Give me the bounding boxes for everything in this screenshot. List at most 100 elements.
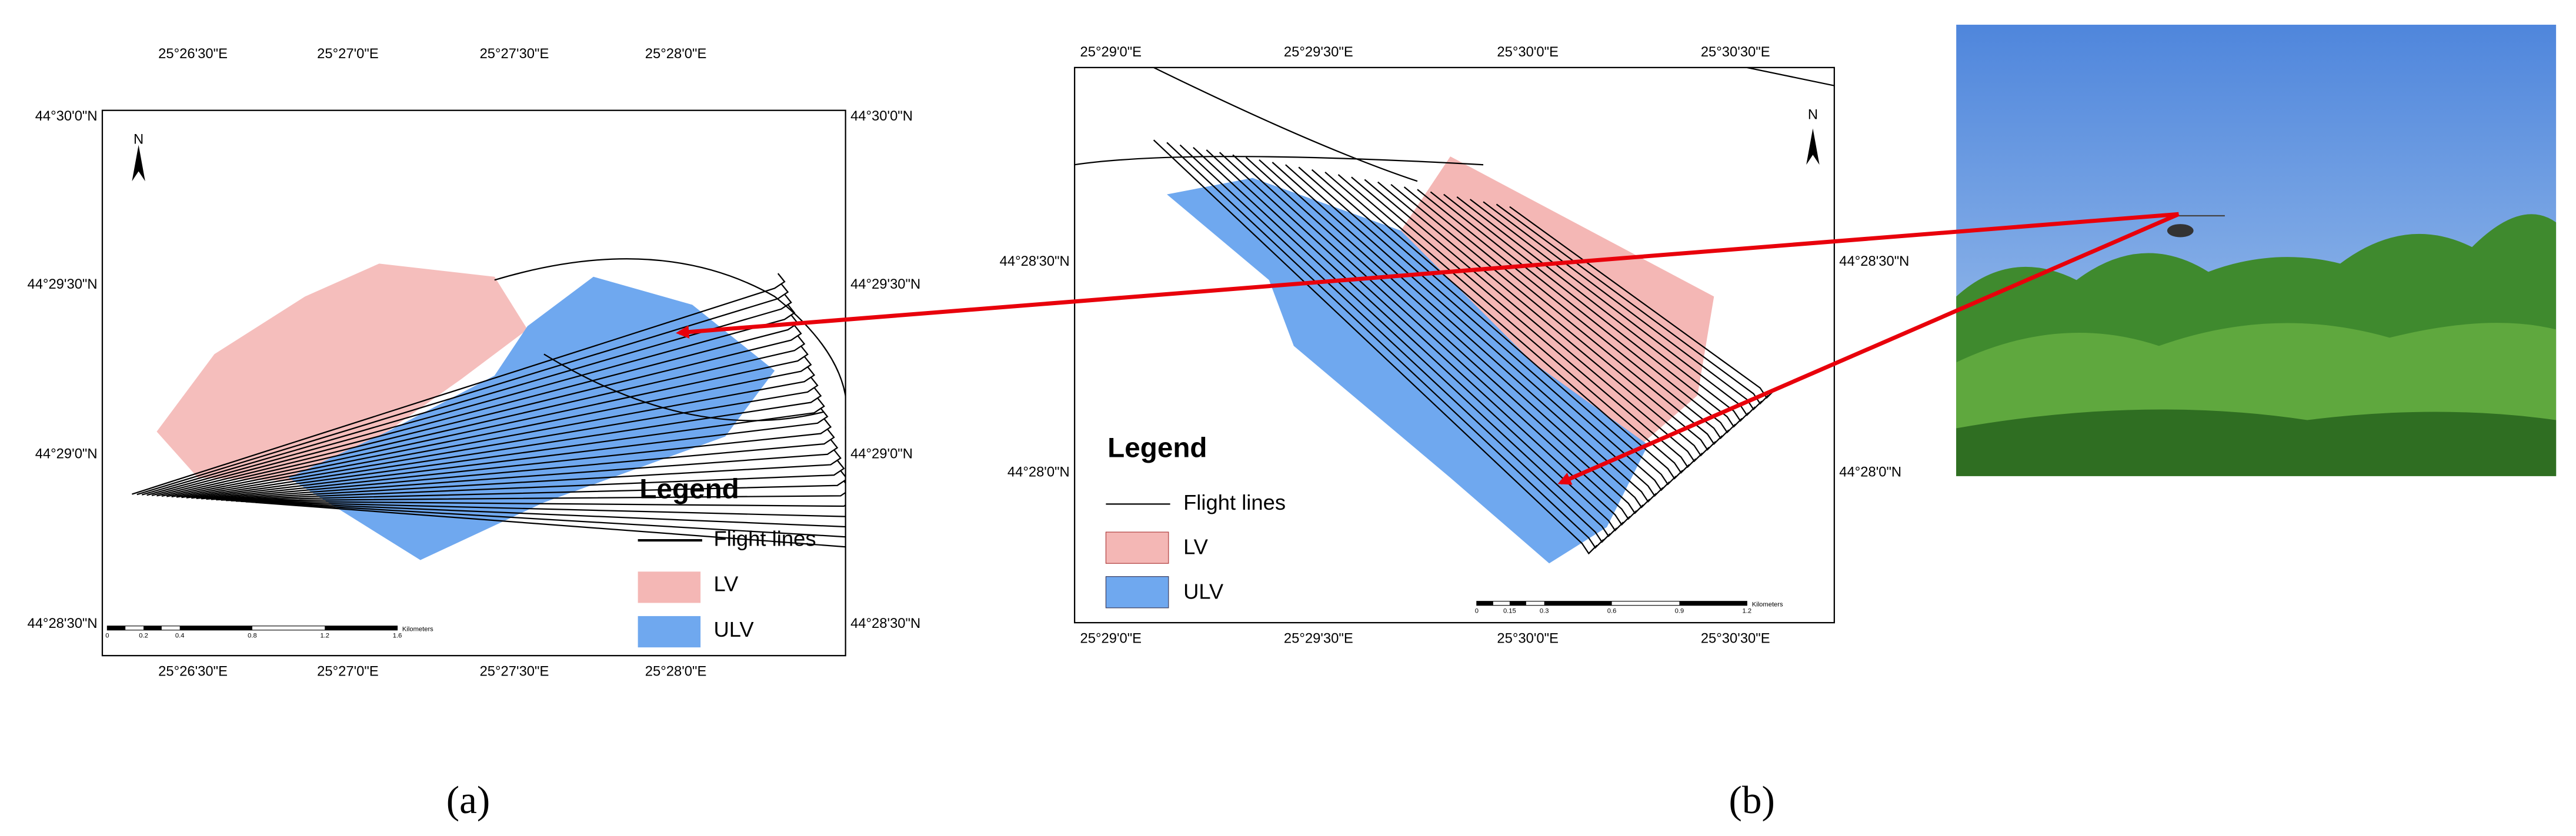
flight-line — [245, 501, 846, 528]
top-coord-label: 25°30'0"E — [1497, 44, 1559, 60]
flight-line — [1311, 169, 1677, 486]
flight-line — [1298, 166, 1670, 491]
flight-line — [166, 345, 809, 497]
scale-tick-label: 1.6 — [393, 633, 402, 640]
flight-line — [1390, 183, 1716, 451]
left-coord-label: 44°30'0"N — [35, 108, 98, 124]
flight-line — [1179, 144, 1611, 543]
flight-line — [255, 501, 846, 548]
flight-line — [1456, 196, 1749, 422]
top-coord-label: 25°30'30"E — [1701, 44, 1770, 60]
scale-tick-label: 0.4 — [175, 633, 185, 640]
scale-unit: Kilometers — [1752, 601, 1783, 608]
flight-line — [211, 439, 839, 500]
right-coord-label: 44°29'30"N — [850, 276, 920, 292]
scale-tick-label: 0.3 — [1540, 607, 1549, 614]
flight-line — [221, 460, 845, 501]
left-coord-label: 44°29'30"N — [27, 276, 97, 292]
bottom-coord-label: 25°26'30"E — [158, 664, 228, 680]
flight-line — [1351, 176, 1697, 469]
lv-area — [156, 263, 528, 481]
legend-item: ULV — [714, 617, 755, 641]
flight-line — [1206, 149, 1624, 531]
left-coord-label: 44°28'30"N — [1000, 253, 1070, 269]
scale-tick-label: 0.15 — [1503, 607, 1516, 614]
flight-line — [1483, 201, 1763, 411]
legend-title: Legend — [639, 474, 739, 505]
north-arrow — [1806, 128, 1820, 165]
flight-line — [1259, 159, 1650, 509]
scale-tick-label: 0 — [1475, 607, 1479, 614]
scale-tick-label: 0.6 — [1607, 607, 1617, 614]
legend-a — [638, 539, 702, 648]
legend-item: Flight lines — [1183, 490, 1286, 514]
scale-tick-label: 0.8 — [248, 633, 257, 640]
left-coord-label: 44°28'30"N — [27, 616, 97, 631]
panel-caption: (b) — [1729, 778, 1775, 822]
scale-unit: Kilometers — [402, 626, 433, 633]
legend-title: Legend — [1107, 433, 1207, 464]
right-coord-label: 44°30'0"N — [850, 108, 913, 124]
flight-line — [1430, 191, 1736, 434]
flight-line — [191, 397, 825, 499]
flight-line — [1153, 139, 1598, 555]
top-coord-label: 25°27'30"E — [480, 46, 549, 62]
flight-line — [1443, 193, 1743, 428]
flight-line — [231, 480, 846, 501]
flight-line — [241, 500, 846, 517]
flight-line — [151, 315, 799, 496]
flight-line — [235, 500, 846, 507]
top-coord-label: 25°26'30"E — [158, 46, 228, 62]
flight-line — [156, 325, 802, 497]
right-coord-label: 44°29'0"N — [850, 446, 913, 462]
north-label: N — [134, 131, 144, 147]
flight-line — [1337, 174, 1690, 474]
flight-line — [136, 283, 789, 496]
top-coord-label: 25°27'0"E — [317, 46, 379, 62]
flight-line — [1245, 156, 1644, 514]
top-coord-label: 25°28'0"E — [645, 46, 707, 62]
flight-line — [1219, 152, 1631, 526]
bottom-coord-label: 25°27'30"E — [480, 664, 549, 680]
arrows — [676, 212, 2180, 485]
flight-line — [1272, 162, 1657, 503]
flight-line — [186, 387, 822, 499]
legend-item: Flight lines — [714, 527, 816, 551]
flight-line — [1469, 199, 1756, 416]
right-coord-label: 44°28'30"N — [850, 616, 920, 631]
flight-line — [201, 418, 832, 500]
scale-tick-label: 1.2 — [320, 633, 329, 640]
scale-bar-a — [106, 626, 398, 631]
scale-tick-label: 0.2 — [139, 633, 148, 640]
flight-line — [206, 429, 835, 500]
scale-tick-label: 0.9 — [1675, 607, 1684, 614]
legend-item: LV — [714, 572, 739, 596]
top-coord-label: 25°29'30"E — [1284, 44, 1353, 60]
bottom-coord-label: 25°30'0"E — [1497, 630, 1559, 646]
left-coord-label: 44°28'0"N — [1007, 464, 1070, 480]
scale-tick-label: 0 — [105, 633, 109, 640]
photo — [1956, 25, 2557, 476]
legend-b — [1105, 503, 1170, 608]
top-coord-label: 25°29'0"E — [1080, 44, 1142, 60]
scale-bar-b — [1476, 601, 1747, 606]
flight-line — [1377, 181, 1710, 457]
north-arrow — [132, 145, 145, 182]
flight-line — [251, 501, 846, 538]
flight-line — [161, 335, 806, 497]
bottom-coord-label: 25°27'0"E — [317, 664, 379, 680]
bottom-coord-label: 25°28'0"E — [645, 664, 707, 680]
flight-line — [1364, 179, 1703, 463]
right-coord-label: 44°28'30"N — [1839, 253, 1909, 269]
right-coord-label: 44°28'0"N — [1839, 464, 1901, 480]
flight-line — [216, 449, 842, 501]
flight-line — [226, 470, 846, 501]
flight-line — [181, 376, 819, 499]
left-coord-label: 44°29'0"N — [35, 446, 98, 462]
flight-line — [146, 304, 796, 496]
map-b — [1075, 67, 1834, 564]
flight-line — [1193, 146, 1617, 537]
flight-line — [1324, 171, 1683, 480]
north-label: N — [1808, 106, 1818, 122]
